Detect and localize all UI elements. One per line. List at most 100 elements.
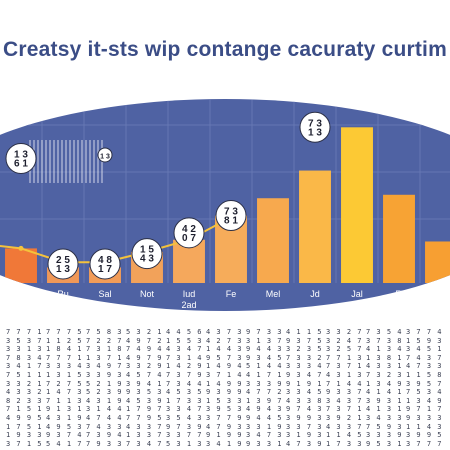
table-cell: 7 3 7 9 2 8 bbox=[166, 370, 206, 379]
table-row: 7 8 3 4 8 47 7 7 1 7 31 3 7 1 7 44 9 7 9… bbox=[6, 354, 446, 363]
table-cell: 9 7 4 3 5 3 bbox=[286, 405, 326, 414]
table-row: 3 3 1 3 7 31 8 4 1 3 47 3 1 8 4 37 4 9 4… bbox=[6, 345, 446, 354]
table-cell: 1 1 4 3 9 3 bbox=[406, 422, 446, 431]
table-cell: 4 3 1 9 4 9 bbox=[86, 396, 126, 405]
x-tick-sublabel: 2ad bbox=[55, 300, 70, 310]
table-cell: 7 3 4 7 9 3 bbox=[126, 439, 166, 448]
table-cell: 3 3 1 3 7 3 bbox=[6, 345, 46, 354]
table-cell: 3 7 7 9 3 3 bbox=[206, 413, 246, 422]
table-cell: 1 5 9 3 3 7 bbox=[406, 336, 446, 345]
table-cell: 9 3 3 7 3 4 bbox=[326, 388, 366, 397]
data-label-text: 1 3 bbox=[14, 149, 28, 160]
table-cell: 3 3 4 5 3 5 bbox=[286, 388, 326, 397]
table-cell: 4 9 7 2 9 4 bbox=[126, 336, 166, 345]
table-cell: 9 4 4 5 3 3 bbox=[246, 413, 286, 422]
data-label-bubble bbox=[89, 248, 121, 280]
x-tick-label: Iud bbox=[183, 289, 196, 299]
table-cell: 4 7 4 4 3 4 bbox=[86, 413, 126, 422]
table-cell: 5 2 1 9 7 1 bbox=[86, 379, 126, 388]
x-tick-sublabel: 2ad bbox=[181, 300, 196, 310]
table-cell: 7 5 3 4 9 9 bbox=[406, 388, 446, 397]
data-label-bubble bbox=[47, 248, 79, 280]
table-cell: 3 9 5 3 4 4 bbox=[206, 405, 246, 414]
table-cell: 4 9 4 3 1 3 bbox=[246, 405, 286, 414]
table-row: 3 5 3 7 7 51 1 2 5 7 37 2 2 7 7 44 9 7 2… bbox=[6, 337, 446, 346]
table-cell: 3 7 3 8 5 4 bbox=[366, 336, 406, 345]
table-cell: 3 2 5 7 1 8 bbox=[326, 345, 366, 354]
table-cell: 1 9 3 3 1 3 bbox=[6, 431, 46, 440]
data-label-bubble bbox=[5, 142, 37, 174]
data-label-text: 1 3 bbox=[100, 153, 110, 160]
table-cell: 4 9 5 3 3 3 bbox=[46, 422, 86, 431]
data-label-text: 0 7 bbox=[182, 233, 196, 244]
x-tick-label: Mel bbox=[266, 289, 281, 299]
table-cell: 3 1 9 3 5 1 bbox=[286, 431, 326, 440]
data-label-text: 7 3 bbox=[224, 207, 238, 218]
table-cell: 9 7 3 3 9 3 bbox=[246, 328, 286, 336]
table-cell: 7 7 7 1 7 3 bbox=[46, 353, 86, 362]
table-cell: 4 2 7 3 1 3 bbox=[206, 336, 246, 345]
table-cell: 1 3 4 9 2 9 bbox=[366, 379, 406, 388]
bar-mel bbox=[257, 198, 289, 283]
table-cell: 1 5 3 3 1 3 bbox=[206, 396, 246, 405]
table-cell: 9 1 9 9 9 3 bbox=[206, 431, 246, 440]
table-cell: 3 1 4 4 1 1 bbox=[86, 405, 126, 414]
table-cell: 7 5 9 3 3 1 bbox=[366, 422, 406, 431]
table-cell: 4 1 4 1 3 3 bbox=[366, 388, 406, 397]
table-cell: 7 1 1 3 7 5 bbox=[46, 396, 86, 405]
table-cell: 1 4 9 4 7 4 bbox=[206, 362, 246, 371]
x-tick-label: Fl bbox=[395, 289, 403, 299]
table-cell: 7 3 7 1 3 4 bbox=[326, 362, 366, 371]
table-cell: 1 4 7 3 5 1 bbox=[46, 388, 86, 397]
table-cell: 4 3 3 8 7 1 bbox=[286, 396, 326, 405]
table-cell: 1 1 4 5 3 1 bbox=[326, 431, 366, 440]
table-cell: 3 3 7 3 1 7 bbox=[286, 422, 326, 431]
chart-title: Creatsy it-sts wip contange cacuraty cur… bbox=[3, 38, 447, 61]
table-cell: 3 3 3 4 3 8 bbox=[286, 362, 326, 371]
table-cell: 1 7 3 3 4 9 bbox=[166, 396, 206, 405]
table-cell: 4 3 3 2 9 4 bbox=[6, 388, 46, 397]
table-cell: 5 3 1 3 9 3 bbox=[166, 439, 206, 448]
table-cell: 3 3 4 7 3 7 bbox=[166, 405, 206, 414]
table-cell: 3 5 3 7 7 5 bbox=[6, 336, 46, 345]
table-cell: 1 3 7 1 7 4 bbox=[86, 353, 126, 362]
table-cell: 4 1 3 4 7 5 bbox=[366, 345, 406, 354]
data-label-text: 6 1 bbox=[14, 158, 28, 169]
table-cell: 9 3 7 4 3 9 bbox=[46, 431, 86, 440]
table-cell: 3 1 3 7 1 9 bbox=[246, 336, 286, 345]
table-cell: 4 3 3 7 4 7 bbox=[126, 422, 166, 431]
bar-au bbox=[425, 241, 450, 283]
table-cell: 9 1 9 1 3 2 bbox=[286, 379, 326, 388]
table-cell: 3 3 2 1 5 4 bbox=[6, 379, 46, 388]
table-cell: 7 3 3 2 4 3 bbox=[286, 353, 326, 362]
table-cell: 3 4 1 9 3 5 bbox=[206, 439, 246, 448]
table-cell: 4 5 3 5 7 3 bbox=[166, 388, 206, 397]
table-cell: 7 8 3 4 8 4 bbox=[6, 353, 46, 362]
table-cell: 1 3 9 7 5 4 bbox=[246, 396, 286, 405]
data-label-text: 1 5 bbox=[140, 245, 154, 256]
table-cell: 3 2 4 7 4 9 bbox=[326, 336, 366, 345]
table-cell: 9 4 4 3 3 3 bbox=[246, 345, 286, 354]
table-cell: 9 3 4 5 5 9 bbox=[246, 353, 286, 362]
table-row: 1 7 5 1 4 74 9 5 3 3 37 4 3 3 9 74 3 3 7… bbox=[6, 423, 446, 432]
table-cell: 7 4 3 7 7 3 bbox=[406, 353, 446, 362]
table-row: 7 5 1 1 9 31 3 1 5 3 53 3 9 3 3 44 5 7 4… bbox=[6, 371, 446, 380]
table-cell: 3 2 3 5 1 5 bbox=[286, 345, 326, 354]
table-cell: 3 9 3 1 3 1 bbox=[366, 396, 406, 405]
table-cell: 7 3 1 8 4 3 bbox=[86, 345, 126, 354]
table-cell: 1 1 2 5 7 3 bbox=[46, 336, 86, 345]
bar-fl bbox=[383, 194, 415, 283]
table-cell: 1 4 2 9 2 8 bbox=[166, 362, 206, 371]
table-cell: 3 9 5 7 5 3 bbox=[406, 379, 446, 388]
table-cell: 1 3 3 7 3 3 bbox=[126, 431, 166, 440]
table-cell: 7 7 7 5 1 5 bbox=[46, 328, 86, 336]
table-cell: 7 4 9 4 7 3 bbox=[126, 345, 166, 354]
x-tick-label: Au bbox=[435, 289, 446, 299]
table-cell: 3 4 3 7 3 7 bbox=[326, 396, 366, 405]
table-cell: 3 7 1 4 5 3 bbox=[206, 370, 246, 379]
x-tick-label: Sal bbox=[98, 289, 111, 299]
table-cell: 9 7 3 9 1 1 bbox=[166, 422, 206, 431]
table-cell: 9 5 7 3 3 7 bbox=[206, 353, 246, 362]
bar-jd bbox=[299, 170, 331, 283]
table-row: 7 1 5 1 3 29 1 3 1 9 53 1 4 4 1 11 7 9 7… bbox=[6, 405, 446, 414]
